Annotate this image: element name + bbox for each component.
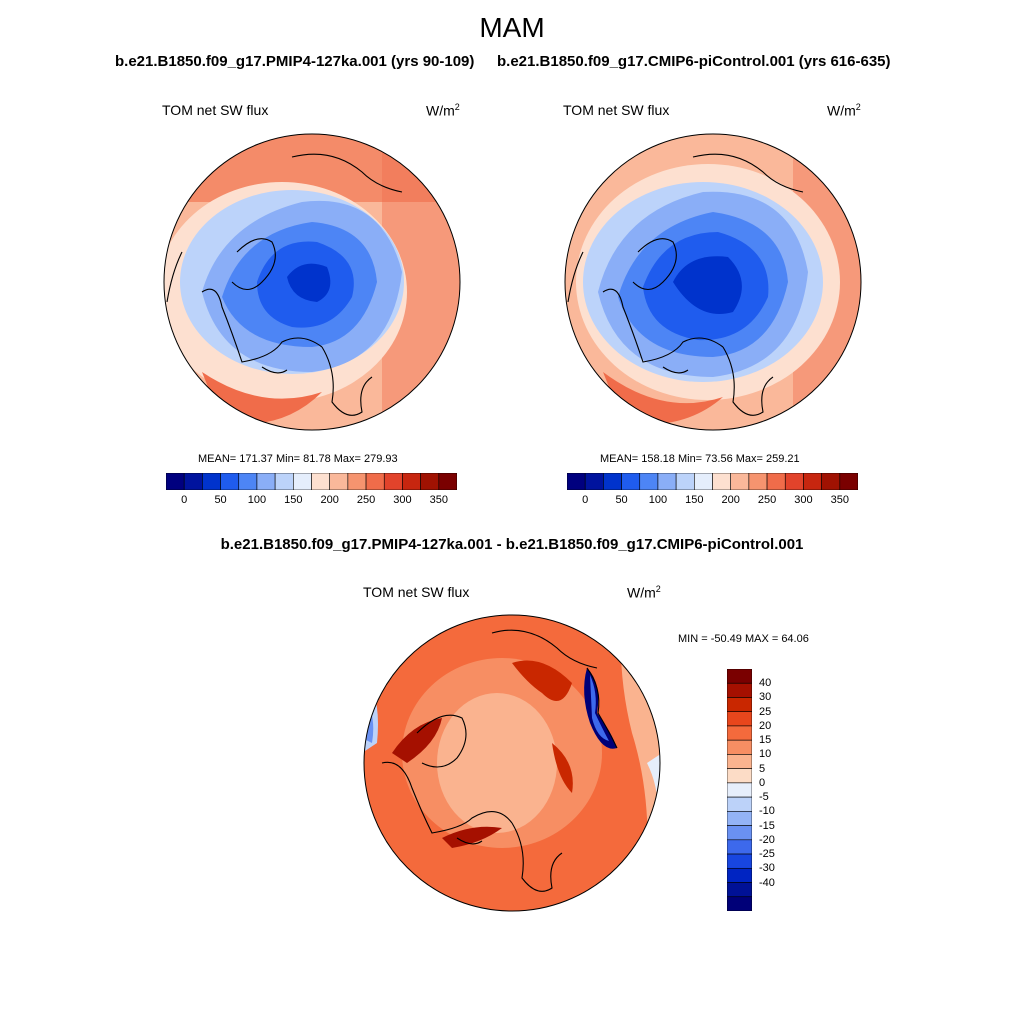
panel-1-stats: MEAN= 171.37 Min= 81.78 Max= 279.93	[198, 453, 398, 465]
panel-2-title: b.e21.B1850.f09_g17.CMIP6-piControl.001 …	[497, 53, 891, 70]
panel-2-polar-map	[564, 133, 862, 431]
panel-1-variable-label: TOM net SW flux	[162, 102, 269, 118]
colorbar-tick-label: -5	[759, 791, 769, 804]
colorbar-tick-label: 150	[284, 494, 303, 506]
panel-3-stats: MIN = -50.49 MAX = 64.06	[678, 633, 809, 645]
colorbar-tick-label: 50	[214, 494, 227, 506]
panel-1-polar-map	[163, 133, 461, 431]
colorbar-swatch	[766, 473, 786, 490]
colorbar-tick-label: -40	[759, 876, 775, 889]
panel-1-units-label: W/m2	[426, 102, 460, 119]
panel-3-variable-label: TOM net SW flux	[363, 584, 470, 600]
panel-3-title: b.e21.B1850.f09_g17.PMIP4-127ka.001 - b.…	[220, 536, 804, 553]
colorbar-swatch	[438, 473, 457, 490]
colorbar-tick-label: 250	[757, 494, 777, 506]
colorbar-swatch	[256, 473, 276, 490]
colorbar-tick-label: 300	[794, 494, 813, 506]
panel-3-units-label: W/m2	[627, 584, 661, 601]
colorbar-swatch	[238, 473, 258, 490]
colorbar-swatch	[420, 473, 440, 490]
panel-2-units-label: W/m2	[827, 102, 861, 119]
colorbar-swatch	[657, 473, 677, 490]
colorbar-tick-label: 5	[759, 762, 766, 775]
colorbar-swatch	[220, 473, 240, 490]
main-title: MAM	[479, 12, 545, 43]
panel-1-title: b.e21.B1850.f09_g17.PMIP4-127ka.001 (yrs…	[115, 53, 475, 70]
colorbar-tick-label: 50	[615, 494, 628, 506]
colorbar-tick-label: 350	[429, 494, 448, 506]
colorbar-swatch	[274, 473, 294, 490]
colorbar-swatch	[639, 473, 659, 490]
colorbar-tick-label: 250	[356, 494, 376, 506]
colorbar-swatch	[347, 473, 367, 490]
colorbar-tick-label: 0	[582, 494, 589, 506]
colorbar-tick-label: 15	[759, 734, 772, 747]
colorbar-swatch	[694, 473, 713, 490]
colorbar-tick-label: -15	[759, 819, 775, 832]
colorbar-swatch	[383, 473, 403, 490]
panel-2-stats: MEAN= 158.18 Min= 73.56 Max= 259.21	[600, 453, 800, 465]
colorbar-swatch	[821, 473, 841, 490]
colorbar-swatch	[202, 473, 221, 490]
colorbar-tick-label: 350	[830, 494, 849, 506]
colorbar-swatch	[567, 473, 586, 490]
colorbar-swatch	[675, 473, 695, 490]
colorbar-swatch	[730, 473, 750, 490]
colorbar-swatch	[603, 473, 622, 490]
colorbar-tick-label: 300	[393, 494, 412, 506]
panel-3-difference-map	[363, 614, 661, 912]
colorbar-tick-label: 0	[759, 776, 766, 789]
colorbar-tick-label: 30	[759, 691, 772, 704]
colorbar-tick-label: -25	[759, 848, 775, 861]
colorbar-swatch	[329, 473, 349, 490]
colorbar-tick-label: -20	[759, 833, 775, 846]
colorbar-swatch	[712, 473, 731, 490]
colorbar-swatch	[402, 473, 421, 490]
colorbar-tick-label: 25	[759, 705, 772, 718]
panel-3-colorbar: 40 30 25 20 15 10 5 0 -5 -10 -15 -20 -25 -30 -40	[727, 669, 807, 911]
colorbar-tick-label: 100	[247, 494, 267, 506]
colorbar-swatch	[365, 473, 385, 490]
colorbar-tick-label: 200	[721, 494, 740, 506]
colorbar-swatch	[584, 473, 604, 490]
colorbar-tick-label: 200	[320, 494, 339, 506]
colorbar-tick-label: 10	[759, 748, 772, 761]
colorbar-swatch	[748, 473, 768, 490]
colorbar-swatch	[803, 473, 822, 490]
colorbar-tick-label: 40	[759, 677, 772, 690]
colorbar-swatch	[784, 473, 804, 490]
panel-1-colorbar: 0 50 100 150 200 250 300 350	[166, 473, 457, 513]
panel-2-colorbar: 0 50 100 150 200 250 300 350	[567, 473, 858, 513]
colorbar-swatch	[839, 473, 858, 490]
colorbar-tick-label: 20	[759, 719, 772, 732]
colorbar-swatch	[183, 473, 203, 490]
colorbar-tick-label: 0	[181, 494, 188, 506]
colorbar-swatch	[166, 473, 185, 490]
colorbar-tick-label: 150	[685, 494, 704, 506]
colorbar-swatch	[621, 473, 641, 490]
colorbar-swatch	[293, 473, 312, 490]
colorbar-tick-label: -10	[759, 805, 775, 818]
panel-2-variable-label: TOM net SW flux	[563, 102, 670, 118]
colorbar-swatch	[311, 473, 330, 490]
colorbar-tick-label: -30	[759, 862, 775, 875]
colorbar-tick-label: 100	[648, 494, 668, 506]
colorbar-swatch	[727, 896, 752, 911]
